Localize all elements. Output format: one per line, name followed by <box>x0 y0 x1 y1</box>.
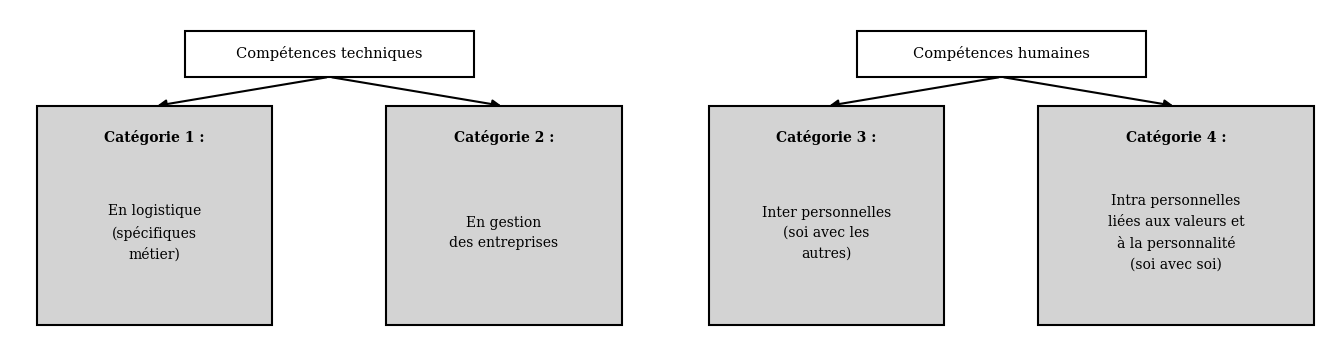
FancyBboxPatch shape <box>387 106 621 325</box>
Text: Catégorie 2 :: Catégorie 2 : <box>454 130 554 145</box>
Text: Intra personnelles
liées aux valeurs et
à la personnalité
(soi avec soi): Intra personnelles liées aux valeurs et … <box>1107 195 1245 272</box>
FancyBboxPatch shape <box>857 31 1145 77</box>
Text: Compétences humaines: Compétences humaines <box>913 46 1090 62</box>
Text: Catégorie 1 :: Catégorie 1 : <box>105 130 204 145</box>
Text: En logistique
(spécifiques
métier): En logistique (spécifiques métier) <box>108 205 202 262</box>
Text: Compétences techniques: Compétences techniques <box>237 46 422 62</box>
Text: En gestion
des entreprises: En gestion des entreprises <box>449 216 559 251</box>
FancyBboxPatch shape <box>185 31 474 77</box>
Text: Catégorie 3 :: Catégorie 3 : <box>777 130 876 145</box>
FancyBboxPatch shape <box>708 106 943 325</box>
FancyBboxPatch shape <box>38 106 271 325</box>
Text: Inter personnelles
(soi avec les
autres): Inter personnelles (soi avec les autres) <box>762 206 891 261</box>
Text: Catégorie 4 :: Catégorie 4 : <box>1126 130 1226 145</box>
FancyBboxPatch shape <box>1038 106 1313 325</box>
